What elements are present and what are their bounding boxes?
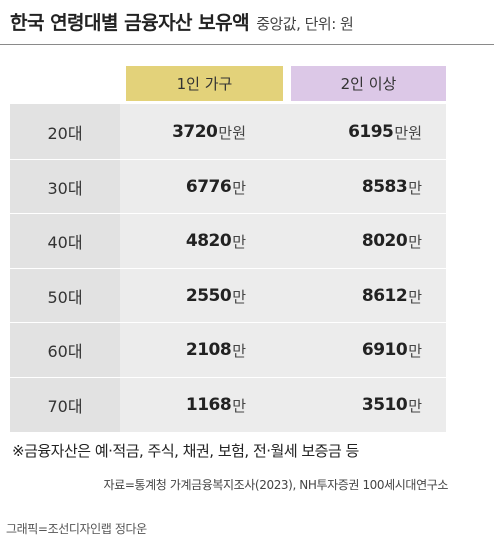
row-divider	[10, 377, 446, 378]
multi-household-value: 8020 만	[290, 214, 422, 268]
age-group-label: 30대	[47, 179, 83, 198]
single-household-value: 2550 만	[126, 269, 246, 323]
age-group-label: 50대	[47, 288, 83, 307]
chart-title: 한국 연령대별 금융자산 보유액 중앙값, 단위: 원	[10, 8, 354, 35]
value-number: 4820	[185, 231, 232, 251]
single-household-value: 6776 만	[126, 160, 246, 214]
table-row: 50대 2550 만 8612 만	[10, 269, 446, 323]
single-household-value: 2108 만	[126, 323, 246, 377]
row-divider	[10, 322, 446, 323]
table-row: 60대 2108 만 6910 만	[10, 323, 446, 377]
value-number: 8020	[361, 231, 408, 251]
age-group-label: 20대	[47, 124, 83, 143]
age-group-label: 40대	[47, 233, 83, 252]
value-number: 8612	[361, 286, 408, 306]
value-unit: 만	[232, 396, 246, 415]
table-row: 30대 6776 만 8583 만	[10, 160, 446, 214]
multi-household-value: 8612 만	[290, 269, 422, 323]
row-divider	[10, 268, 446, 269]
subtitle-text: 중앙값, 단위: 원	[256, 15, 354, 33]
value-number: 2550	[185, 286, 232, 306]
multi-household-value: 6910 만	[290, 323, 422, 377]
value-unit: 만	[232, 287, 246, 306]
value-unit: 만	[408, 232, 422, 251]
value-unit: 만	[408, 341, 422, 360]
value-unit: 만	[408, 178, 422, 197]
value-unit: 만	[408, 396, 422, 415]
value-number: 8583	[361, 177, 408, 197]
value-number: 3510	[361, 395, 408, 415]
row-divider	[10, 159, 446, 160]
multi-household-value: 6195 만원	[290, 105, 422, 159]
row-divider	[10, 213, 446, 214]
single-household-value: 3720 만원	[126, 105, 246, 159]
value-number: 6910	[361, 340, 408, 360]
title-divider	[0, 44, 494, 45]
value-unit: 만원	[218, 123, 246, 142]
value-unit: 만원	[394, 123, 422, 142]
value-number: 6776	[185, 177, 232, 197]
column-header-multi: 2인 이상	[291, 66, 446, 101]
footnote: ※금융자산은 예·적금, 주식, 채권, 보험, 전·월세 보증금 등	[12, 442, 359, 460]
source-note: 자료=통계청 가계금융복지조사(2023), NH투자증권 100세시대연구소	[103, 478, 449, 492]
table-row: 70대 1168 만 3510 만	[10, 378, 446, 432]
age-group-label: 60대	[47, 342, 83, 361]
value-number: 1168	[185, 395, 232, 415]
value-unit: 만	[232, 232, 246, 251]
value-number: 2108	[185, 340, 232, 360]
column-header-single: 1인 가구	[126, 66, 283, 101]
single-household-value: 1168 만	[126, 378, 246, 432]
value-unit: 만	[232, 341, 246, 360]
table-row: 40대 4820 만 8020 만	[10, 214, 446, 268]
value-unit: 만	[232, 178, 246, 197]
graphic-credit: 그래픽=조선디자인랩 정다운	[6, 522, 147, 536]
value-unit: 만	[408, 287, 422, 306]
value-number: 3720	[172, 122, 218, 142]
table-row: 20대 3720 만원 6195 만원	[10, 105, 446, 159]
title-text: 한국 연령대별 금융자산 보유액	[10, 12, 250, 34]
age-group-label: 70대	[47, 397, 83, 416]
multi-household-value: 3510 만	[290, 378, 422, 432]
value-number: 6195	[348, 122, 394, 142]
single-household-value: 4820 만	[126, 214, 246, 268]
multi-household-value: 8583 만	[290, 160, 422, 214]
